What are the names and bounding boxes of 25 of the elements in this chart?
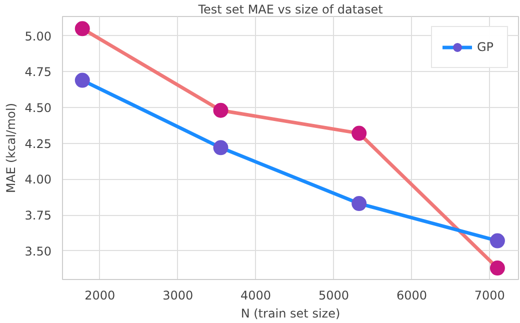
x-axis-title: N (train set size) (240, 306, 340, 320)
y-tick-label: 4.25 (24, 136, 52, 151)
x-tick-label: 2000 (84, 288, 116, 302)
x-tick-label: 3000 (162, 288, 194, 302)
point (490, 233, 505, 248)
point (213, 102, 228, 118)
y-tick-label: 3.75 (24, 208, 52, 223)
x-tick-label: 5000 (318, 288, 350, 302)
point (74, 21, 90, 36)
x-tick-label: 7000 (474, 288, 505, 302)
y-axis-title: MAE (kcal/mol) (4, 103, 18, 193)
point (352, 196, 367, 212)
y-tick-label: 5.00 (24, 29, 52, 44)
x-tick-label: 6000 (396, 288, 427, 302)
point (213, 140, 228, 156)
legend-label: GP (477, 40, 495, 54)
y-tick-label: 4.50 (24, 101, 52, 116)
point (352, 126, 367, 141)
y-tick-label: 4.75 (24, 65, 52, 80)
y-tick-label: 4.00 (24, 172, 52, 187)
x-tick-label: 4000 (240, 288, 272, 302)
chart-title: Test set MAE vs size of dataset (197, 2, 384, 16)
y-tick-label: 3.50 (24, 244, 52, 258)
point (490, 260, 505, 276)
point (74, 72, 90, 88)
